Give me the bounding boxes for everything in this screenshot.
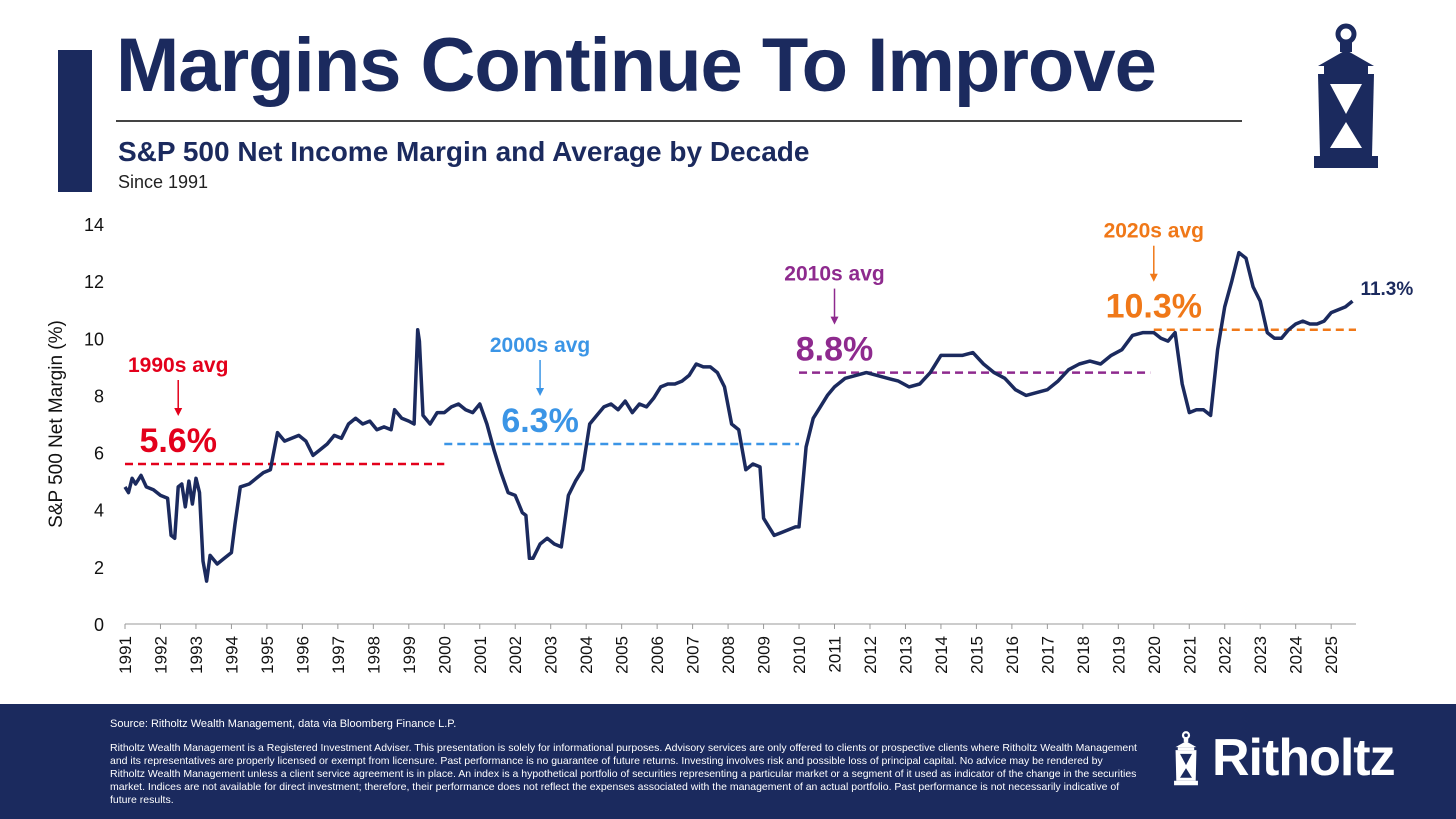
x-tick-label: 2000 [435,636,454,674]
source-note: Source: Ritholtz Wealth Management, data… [110,718,457,730]
x-tick-label: 2023 [1251,636,1270,674]
x-tick-label: 1996 [293,636,312,674]
x-tick-label: 2018 [1074,636,1093,674]
y-tick-label: 12 [84,272,104,292]
avg-value-label: 8.8% [796,331,874,369]
x-tick-label: 1993 [187,636,206,674]
page-title: Margins Continue To Improve [116,23,1157,108]
x-tick-label: 2003 [542,636,561,674]
x-tick-label: 2021 [1180,636,1199,674]
x-tick-label: 2006 [648,636,667,674]
y-tick-label: 2 [94,558,104,578]
x-tick-label: 2001 [471,636,490,674]
x-tick-label: 2014 [932,636,951,674]
y-tick-label: 4 [94,501,104,521]
x-tick-label: 2007 [684,636,703,674]
x-tick-label: 2016 [1003,636,1022,674]
avg-value-label: 5.6% [139,422,217,460]
avg-label: 2010s avg [784,263,884,286]
y-axis-label: S&P 500 Net Margin (%) [46,320,67,528]
y-tick-label: 8 [94,386,104,406]
x-tick-label: 2008 [719,636,738,674]
title-divider [116,120,1242,122]
y-tick-label: 0 [94,615,104,635]
x-tick-label: 2010 [790,636,809,674]
avg-value-label: 10.3% [1106,288,1202,326]
brand-logo[interactable]: Ritholtz [1168,728,1396,788]
x-tick-label: 1997 [329,636,348,674]
title-accent-bar [58,50,92,192]
x-tick-label: 2005 [613,636,632,674]
x-tick-label: 2009 [755,636,774,674]
footer: Source: Ritholtz Wealth Management, data… [0,704,1456,819]
avg-value-label: 6.3% [501,402,579,440]
disclaimer-text: Ritholtz Wealth Management is a Register… [110,742,1137,806]
avg-arrow-head [536,388,545,396]
chart-since-note: Since 1991 [118,172,209,192]
x-tick-label: 1991 [116,636,135,674]
avg-label: 2000s avg [490,334,590,357]
x-tick-label: 2019 [1109,636,1128,674]
avg-label: 1990s avg [128,354,228,377]
avg-label: 2020s avg [1104,220,1204,243]
avg-arrow-head [830,316,839,325]
x-tick-label: 2013 [896,636,915,674]
x-tick-label: 2020 [1145,636,1164,674]
brand-name: Ritholtz [1212,729,1396,787]
avg-arrow-head [1149,273,1158,282]
x-tick-label: 2012 [861,636,880,674]
x-tick-label: 2025 [1322,636,1341,674]
x-tick-label: 2022 [1216,636,1235,674]
lantern-icon [1314,23,1378,168]
avg-arrow-head [174,408,183,416]
latest-value-label: 11.3% [1360,279,1413,300]
margin-line-chart: 0 2 4 6 8 10 12 14 S&P 500 Net Margin (%) 1991 199… [46,215,1413,674]
y-tick-label: 14 [84,215,104,235]
x-tick-label: 2017 [1038,636,1057,674]
x-tick-label: 2011 [826,636,845,673]
x-tick-label: 2004 [577,636,596,674]
x-tick-label: 2002 [506,636,525,674]
x-tick-label: 1994 [222,636,241,674]
lantern-icon [1174,731,1198,786]
y-tick-label: 10 [84,329,104,349]
x-tick-label: 1995 [258,636,277,674]
x-tick-label: 2015 [967,636,986,674]
x-tick-label: 1999 [400,636,419,674]
x-tick-label: 2024 [1287,636,1306,674]
chart-subtitle: S&P 500 Net Income Margin and Average by… [118,136,810,167]
x-tick-label: 1998 [364,636,383,674]
margin-series-line [123,250,1354,583]
x-tick-label: 1992 [151,636,170,674]
y-tick-label: 6 [94,444,104,464]
